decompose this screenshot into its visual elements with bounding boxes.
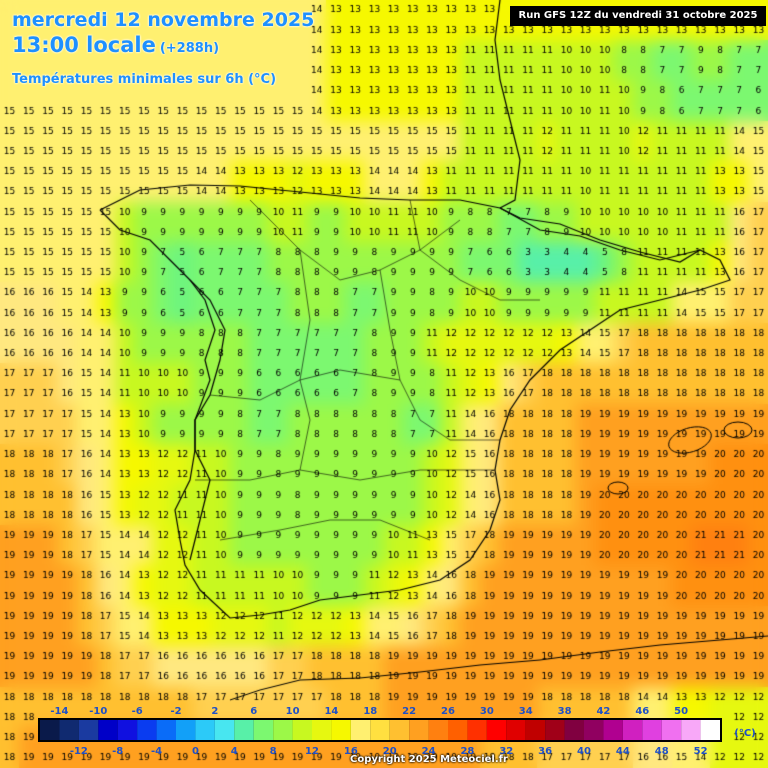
legend-tick-label: 16 xyxy=(344,746,358,757)
legend-swatch xyxy=(622,720,643,740)
legend-tick-label: -6 xyxy=(132,706,143,717)
legend-swatch xyxy=(40,720,60,740)
legend-swatch xyxy=(273,720,293,740)
legend-swatch xyxy=(506,720,526,740)
legend-swatch xyxy=(253,720,274,740)
forecast-time: 13:00 locale (+288h) xyxy=(12,33,219,57)
legend-swatch xyxy=(78,720,99,740)
legend-tick-label: 28 xyxy=(460,746,474,757)
legend-swatch xyxy=(156,720,176,740)
legend-tick-label: 10 xyxy=(286,706,300,717)
legend-tick-label: 20 xyxy=(383,746,397,757)
legend-tick-label: -10 xyxy=(89,706,107,717)
legend-tick-label: 34 xyxy=(519,706,533,717)
legend-tick-label: 26 xyxy=(441,706,455,717)
legend-tick-label: 22 xyxy=(402,706,416,717)
legend-tick-label: -14 xyxy=(50,706,68,717)
legend-swatch xyxy=(350,720,371,740)
legend-tick-label: 12 xyxy=(305,746,319,757)
legend-swatch xyxy=(428,720,448,740)
legend-tick-label: 38 xyxy=(558,706,572,717)
legend-tick-label: 14 xyxy=(324,706,338,717)
legend-swatch xyxy=(59,720,79,740)
legend-swatch xyxy=(137,720,157,740)
legend-swatch xyxy=(331,720,351,740)
legend-tick-label: 24 xyxy=(422,746,436,757)
legend-swatch xyxy=(564,720,584,740)
forecast-local-time: 13:00 locale xyxy=(12,33,156,57)
legend-tick-label: 2 xyxy=(211,706,218,717)
legend-tick-label: 30 xyxy=(480,706,494,717)
legend-unit: (°C) xyxy=(734,728,755,739)
legend-tick-label: 18 xyxy=(363,706,377,717)
legend-tick-label: -8 xyxy=(112,746,123,757)
legend-swatch xyxy=(370,720,390,740)
legend-swatch xyxy=(486,720,507,740)
legend-tick-label: 50 xyxy=(674,706,688,717)
legend-swatch xyxy=(603,720,623,740)
legend-tick-label: 46 xyxy=(635,706,649,717)
legend-swatch xyxy=(545,720,565,740)
legend-tick-label: 4 xyxy=(231,746,238,757)
legend-swatch xyxy=(409,720,429,740)
legend-tick-label: 6 xyxy=(250,706,257,717)
legend-swatch xyxy=(292,720,312,740)
legend-swatch xyxy=(312,720,332,740)
map-parameter: Températures minimales sur 6h (°C) xyxy=(12,72,277,87)
legend-tick-label: 48 xyxy=(655,746,669,757)
legend-tick-label: -12 xyxy=(70,746,88,757)
legend-tick-label: 8 xyxy=(270,746,277,757)
legend-swatch xyxy=(661,720,682,740)
legend-tick-label: 44 xyxy=(616,746,630,757)
legend-swatch xyxy=(389,720,410,740)
legend-tick-label: 32 xyxy=(499,746,513,757)
legend-swatch xyxy=(700,720,720,740)
forecast-hours-offset: (+288h) xyxy=(159,41,220,56)
legend-swatch xyxy=(681,720,701,740)
copyright: Copyright 2025 Meteociel.fr xyxy=(350,754,508,765)
legend-swatch xyxy=(195,720,215,740)
legend-tick-label: -2 xyxy=(170,706,181,717)
legend-swatch xyxy=(98,720,118,740)
legend-tick-label: 52 xyxy=(694,746,708,757)
run-info: Run GFS 12Z du vendredi 31 octobre 2025 xyxy=(510,6,766,26)
legend-swatch xyxy=(467,720,487,740)
legend-swatch xyxy=(448,720,468,740)
legend-swatch xyxy=(176,720,196,740)
legend-tick-label: 0 xyxy=(192,746,199,757)
legend-swatch xyxy=(117,720,138,740)
legend-swatch xyxy=(642,720,662,740)
legend-swatch xyxy=(584,720,604,740)
legend-tick-label: 36 xyxy=(538,746,552,757)
legend-swatch xyxy=(234,720,254,740)
legend-swatch xyxy=(525,720,546,740)
legend-tick-label: 42 xyxy=(596,706,610,717)
forecast-date: mercredi 12 novembre 2025 xyxy=(12,9,315,31)
legend-tick-label: -4 xyxy=(151,746,162,757)
legend-swatch xyxy=(214,720,235,740)
legend-tick-label: 40 xyxy=(577,746,591,757)
